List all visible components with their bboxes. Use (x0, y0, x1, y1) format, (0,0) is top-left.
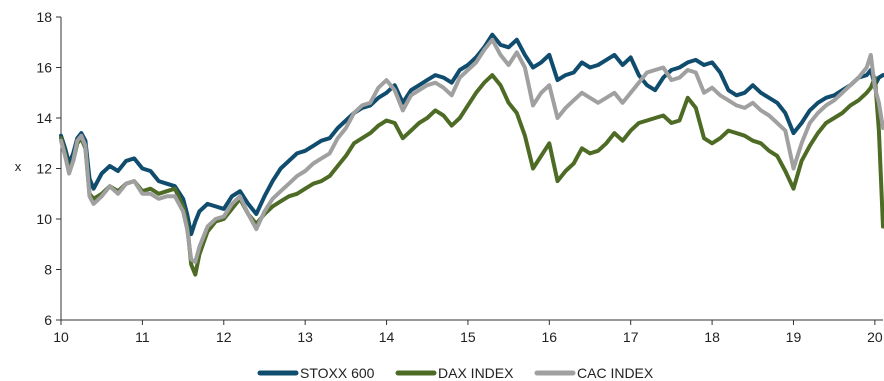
x-tick-label: 16 (542, 329, 558, 345)
x-tick-label: 20 (867, 329, 883, 345)
x-tick-label: 15 (460, 329, 476, 345)
y-tick-label: 8 (44, 262, 52, 278)
y-tick-label: 6 (44, 312, 52, 328)
legend-label: CAC INDEX (577, 365, 654, 381)
x-tick-label: 18 (704, 329, 720, 345)
x-tick-label: 12 (216, 329, 232, 345)
x-tick-label: 11 (135, 329, 150, 345)
y-tick-label: 14 (36, 110, 52, 126)
y-tick-label: 10 (36, 211, 52, 227)
y-axis-title: x (15, 159, 22, 174)
y-axis-ticks: 6 8 10 12 14 16 18 (36, 9, 61, 328)
series-line-dax-index (59, 73, 884, 277)
chart-legend: STOXX 600 DAX INDEX CAC INDEX (257, 365, 654, 381)
series-line-cac-index (59, 37, 884, 264)
y-tick-label: 16 (36, 60, 52, 76)
series-lines (59, 32, 884, 277)
legend-label: DAX INDEX (438, 365, 514, 381)
y-tick-label: 12 (36, 161, 52, 177)
x-tick-label: 10 (53, 329, 69, 345)
x-tick-label: 14 (379, 329, 395, 345)
x-tick-label: 13 (297, 329, 313, 345)
x-tick-label: 19 (786, 329, 802, 345)
x-axis-ticks: 10 11 12 13 14 15 16 17 18 19 20 (53, 320, 883, 345)
legend-label: STOXX 600 (300, 365, 375, 381)
y-tick-label: 18 (36, 9, 52, 25)
x-tick-label: 17 (623, 329, 639, 345)
